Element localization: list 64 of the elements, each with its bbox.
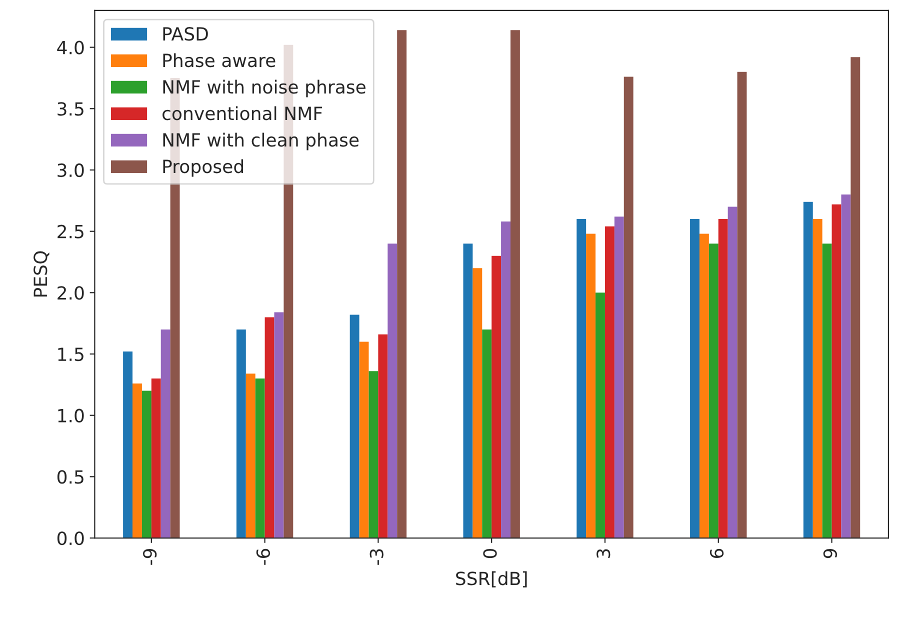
x-axis-title: SSR[dB] [456,571,527,588]
bar [604,226,614,538]
bar [718,219,728,538]
bar [359,342,369,538]
x-tick-label: 9 [823,549,838,558]
y-tick-label: 3.5 [58,102,84,116]
x-tick-label: 0 [483,548,497,558]
x-tick-label: -6 [256,548,270,565]
bar [812,219,822,538]
bar [737,72,747,538]
x-tick-label: 3 [596,549,610,558]
bar [132,383,142,538]
legend-label: Phase aware [163,53,276,68]
bar [350,314,360,538]
bar [586,234,596,538]
bar [142,390,152,538]
y-axis-title: PESQ [34,251,50,296]
legend-label: conventional NMF [162,106,322,120]
bar [246,374,256,538]
bar [510,30,520,538]
y-tick-label: 2.0 [58,286,84,300]
y-tick-label: 3.0 [58,163,84,178]
bar [236,329,246,538]
bar [850,57,860,538]
y-tick-label: 4.0 [57,40,84,54]
bar [822,244,832,538]
bar [123,352,133,538]
bar [160,329,170,538]
bar [463,244,473,538]
legend-label: Proposed [163,159,243,177]
bar [472,268,482,538]
bar [708,244,718,538]
legend-label: NMF with noise phrase [163,80,366,98]
bar [264,317,274,538]
x-tick-label: -9 [142,549,157,565]
bar [388,244,398,538]
bar [803,202,813,538]
y-tick-label: 1.0 [58,408,84,422]
bar [368,371,378,538]
x-tick-label: 6 [710,548,724,558]
y-tick-label: 1.5 [58,348,84,362]
bar [151,378,161,538]
y-tick-label: 0.5 [57,470,84,484]
bar [397,30,407,538]
bar [832,204,842,538]
bar [614,216,624,538]
bar [378,334,388,538]
bar [255,378,265,538]
bar [699,234,709,538]
bar [482,329,492,538]
bar [274,312,284,538]
y-tick-label: 2.5 [58,224,84,238]
bar [624,76,634,538]
y-tick-label: 0.0 [57,531,84,546]
bar [596,292,605,538]
bar [576,219,586,538]
bar [492,256,502,538]
bar [841,194,851,538]
legend-label: PASD [163,27,208,41]
x-tick-label: -3 [370,549,384,565]
legend-label: NMF with clean phase [163,132,359,150]
bar [501,222,510,538]
bar [690,219,700,538]
bar [728,206,738,538]
